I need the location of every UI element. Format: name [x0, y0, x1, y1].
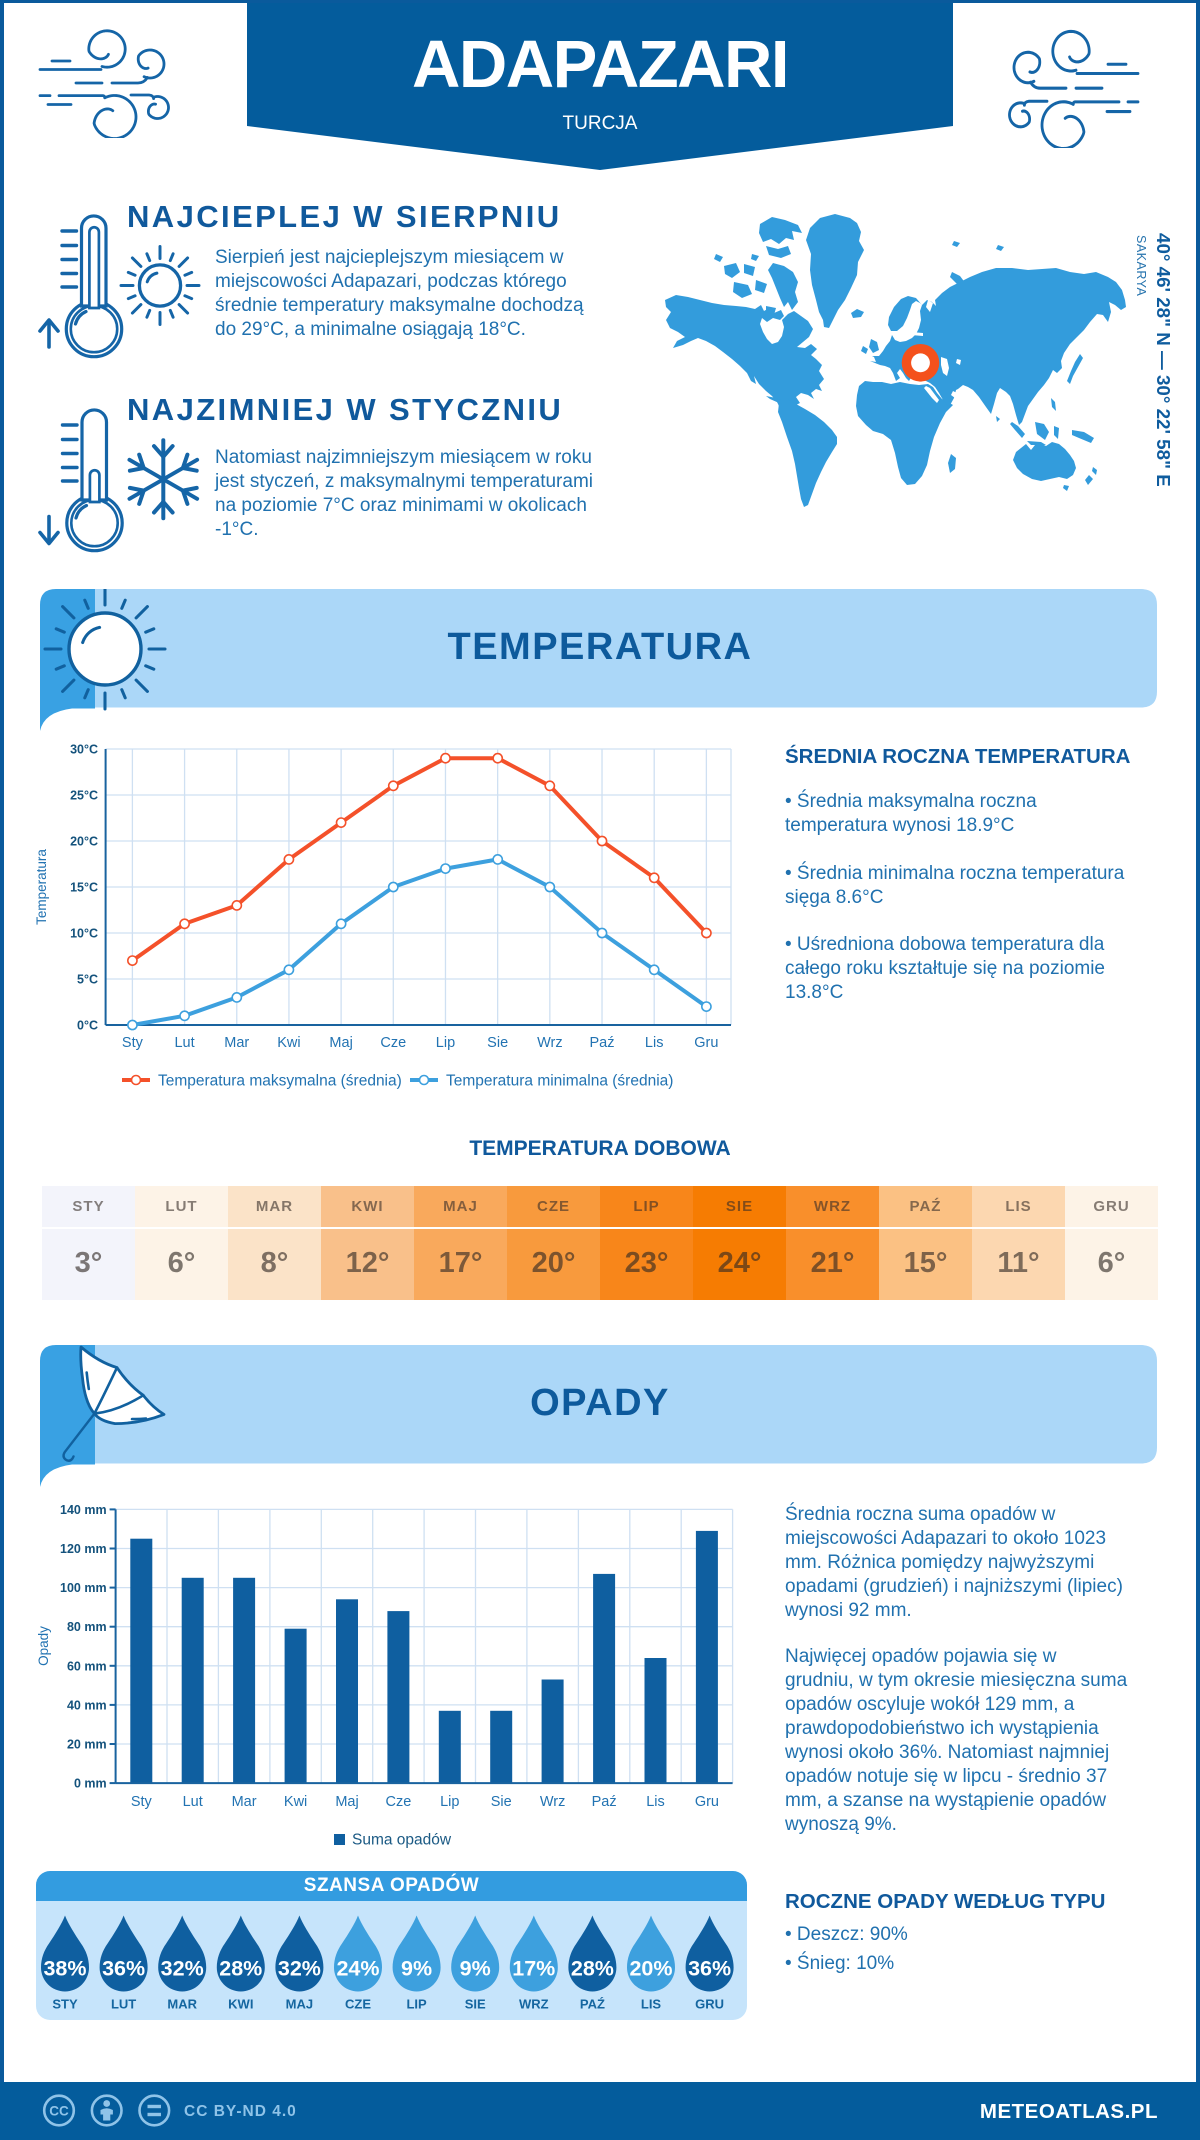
svg-text:Sie: Sie — [491, 1794, 512, 1810]
svg-text:15°C: 15°C — [70, 881, 98, 895]
svg-text:CC: CC — [49, 2104, 69, 2119]
svg-text:LUT: LUT — [111, 1997, 136, 2012]
svg-text:40 mm: 40 mm — [67, 1698, 107, 1712]
svg-text:20°C: 20°C — [70, 835, 98, 849]
svg-text:36%: 36% — [102, 1957, 145, 1981]
svg-text:MAJ: MAJ — [286, 1997, 313, 2012]
svg-text:17%: 17% — [512, 1957, 555, 1981]
svg-text:KWI: KWI — [228, 1997, 253, 2012]
svg-text:METEOATLAS.PL: METEOATLAS.PL — [980, 2100, 1158, 2123]
svg-text:80 mm: 80 mm — [67, 1620, 107, 1634]
svg-text:SIE: SIE — [465, 1997, 486, 2012]
svg-text:28%: 28% — [219, 1957, 262, 1981]
svg-text:Gru: Gru — [695, 1794, 719, 1810]
svg-text:WRZ: WRZ — [519, 1997, 549, 2012]
svg-text:Wrz: Wrz — [537, 1035, 563, 1051]
svg-text:Temperatura minimalna (średnia: Temperatura minimalna (średnia) — [446, 1073, 673, 1090]
svg-text:Cze: Cze — [386, 1794, 412, 1810]
svg-text:Sty: Sty — [122, 1035, 144, 1051]
svg-text:60 mm: 60 mm — [67, 1659, 107, 1673]
svg-text:20 mm: 20 mm — [67, 1738, 107, 1752]
svg-text:120 mm: 120 mm — [60, 1542, 107, 1556]
svg-text:32%: 32% — [278, 1957, 321, 1981]
svg-text:CZE: CZE — [345, 1997, 371, 2012]
svg-text:Kwi: Kwi — [284, 1794, 307, 1810]
svg-text:Mar: Mar — [232, 1794, 257, 1810]
svg-text:25°C: 25°C — [70, 789, 98, 803]
svg-text:GRU: GRU — [695, 1997, 724, 2012]
svg-text:24%: 24% — [336, 1957, 379, 1981]
svg-text:20%: 20% — [629, 1957, 672, 1981]
svg-text:Suma opadów: Suma opadów — [352, 1832, 452, 1849]
svg-text:Gru: Gru — [694, 1035, 718, 1051]
svg-text:Temperatura: Temperatura — [34, 849, 49, 925]
svg-text:STY: STY — [52, 1997, 78, 2012]
svg-text:Lut: Lut — [183, 1794, 203, 1810]
svg-text:Opady: Opady — [36, 1626, 51, 1666]
svg-text:Kwi: Kwi — [277, 1035, 300, 1051]
svg-text:Wrz: Wrz — [540, 1794, 566, 1810]
svg-text:Paź: Paź — [590, 1035, 615, 1051]
svg-text:Lip: Lip — [436, 1035, 455, 1051]
svg-text:MAR: MAR — [167, 1997, 197, 2012]
svg-text:Paź: Paź — [592, 1794, 617, 1810]
svg-text:9%: 9% — [401, 1957, 432, 1981]
svg-text:Sty: Sty — [131, 1794, 153, 1810]
svg-text:LIP: LIP — [406, 1997, 427, 2012]
svg-text:0 mm: 0 mm — [74, 1777, 107, 1791]
svg-text:Sie: Sie — [487, 1035, 508, 1051]
svg-text:Maj: Maj — [335, 1794, 358, 1810]
svg-text:LIS: LIS — [641, 1997, 662, 2012]
svg-text:Mar: Mar — [224, 1035, 249, 1051]
svg-text:36%: 36% — [688, 1957, 731, 1981]
svg-text:Maj: Maj — [329, 1035, 352, 1051]
svg-text:10°C: 10°C — [70, 927, 98, 941]
svg-text:140 mm: 140 mm — [60, 1503, 107, 1517]
svg-text:Temperatura maksymalna (średni: Temperatura maksymalna (średnia) — [158, 1073, 402, 1090]
svg-text:Lut: Lut — [174, 1035, 194, 1051]
svg-text:9%: 9% — [460, 1957, 491, 1981]
svg-text:Cze: Cze — [380, 1035, 406, 1051]
svg-text:Lis: Lis — [646, 1794, 665, 1810]
svg-text:30°C: 30°C — [70, 743, 98, 757]
svg-text:32%: 32% — [161, 1957, 204, 1981]
svg-text:28%: 28% — [571, 1957, 614, 1981]
svg-text:100 mm: 100 mm — [60, 1581, 107, 1595]
svg-text:0°C: 0°C — [77, 1019, 98, 1033]
svg-text:5°C: 5°C — [77, 973, 98, 987]
svg-text:CC BY-ND 4.0: CC BY-ND 4.0 — [184, 2103, 297, 2120]
svg-text:38%: 38% — [43, 1957, 86, 1981]
svg-text:Lip: Lip — [440, 1794, 459, 1810]
svg-text:Lis: Lis — [645, 1035, 664, 1051]
svg-text:PAŹ: PAŹ — [580, 1997, 605, 2012]
